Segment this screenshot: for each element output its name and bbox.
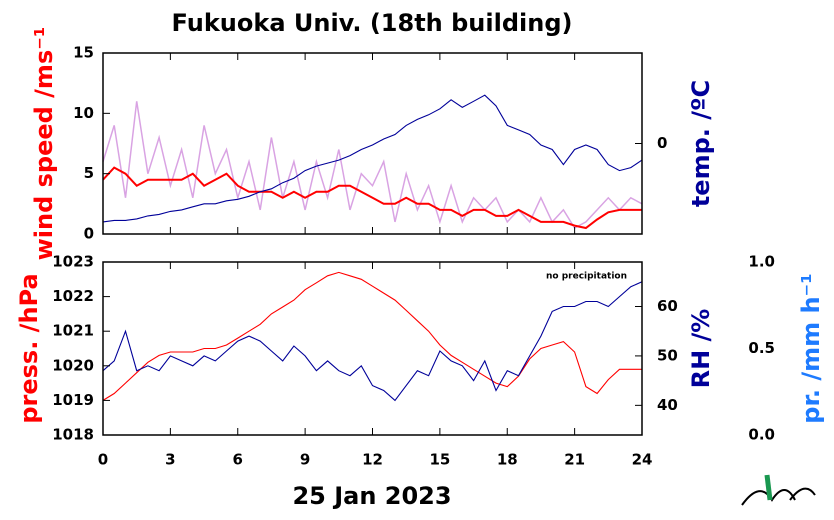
- y3-tick-label: 0.5: [748, 339, 775, 357]
- annotation: no precipitation: [546, 272, 627, 282]
- data-line: [102, 281, 643, 402]
- x-tick-label: 12: [362, 451, 383, 469]
- x-axis-label: 25 Jan 2023: [292, 482, 451, 510]
- y-tick-label: 10: [73, 104, 94, 122]
- y2-tick-label: 50: [657, 346, 678, 364]
- y-tick-label: 0: [84, 225, 94, 243]
- y-tick-label: 1022: [52, 287, 94, 305]
- y2-tick-label: 60: [657, 297, 678, 315]
- y-tick-label: 15: [73, 44, 94, 62]
- x-tick-label: 6: [233, 451, 243, 469]
- y-tick-label: 1019: [52, 391, 94, 409]
- y3-axis-label: pr. /mm h⁻¹: [797, 273, 825, 423]
- x-tick-label: 0: [98, 451, 108, 469]
- y2-tick-label: 0: [657, 134, 667, 152]
- data-line: [102, 94, 643, 223]
- y-axis-label: wind speed /ms⁻¹: [30, 27, 58, 261]
- data-line: [102, 271, 642, 401]
- x-tick-label: 18: [497, 451, 518, 469]
- y2-axis-label: temp. /ºC: [687, 80, 715, 207]
- data-line: [102, 166, 642, 230]
- y-tick-label: 1021: [52, 322, 94, 340]
- x-tick-label: 3: [165, 451, 175, 469]
- y2-tick-label: 40: [657, 396, 678, 414]
- x-tick-label: 21: [564, 451, 585, 469]
- x-tick-label: 24: [632, 451, 653, 469]
- chart-title: Fukuoka Univ. (18th building): [172, 9, 573, 37]
- y-tick-label: 1020: [52, 356, 94, 374]
- logo: [741, 474, 816, 506]
- y-axis-label: press. /hPa: [15, 273, 43, 423]
- y3-tick-label: 1.0: [748, 253, 775, 271]
- plot-frame: [102, 52, 643, 235]
- y-tick-label: 1018: [52, 426, 94, 444]
- y3-tick-label: 0.0: [748, 426, 775, 444]
- y2-axis-label: RH /%: [687, 309, 715, 389]
- plot-frame: [102, 261, 643, 436]
- y-tick-label: 1023: [52, 253, 94, 271]
- x-tick-label: 15: [429, 451, 450, 469]
- y-tick-label: 5: [84, 164, 94, 182]
- x-tick-label: 9: [300, 451, 310, 469]
